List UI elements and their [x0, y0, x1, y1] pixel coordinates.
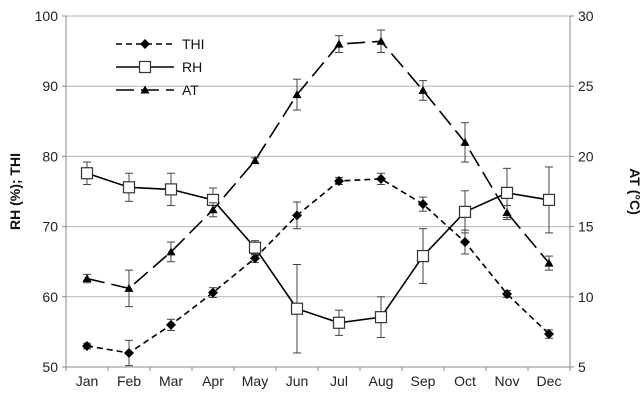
y-tick-label-left: 50	[42, 359, 58, 375]
legend: THI RH AT	[116, 36, 205, 98]
data-point-AT	[376, 36, 386, 45]
y-tick-label-left: 60	[42, 289, 58, 305]
y-tick-label-left: 90	[42, 78, 58, 94]
legend-marker	[140, 85, 150, 94]
data-point-AT	[166, 247, 176, 256]
series-layer	[80, 29, 556, 367]
data-point-THI	[460, 237, 470, 248]
data-point-RH	[500, 186, 514, 200]
y-tick-label-right: 20	[578, 148, 594, 164]
x-tick-label: Jan	[76, 373, 99, 389]
data-point-RH	[374, 311, 388, 324]
data-point-AT	[502, 208, 512, 217]
gridlines	[66, 15, 570, 298]
y-tick-label-left: 70	[42, 219, 58, 235]
data-point-THI	[82, 340, 92, 351]
x-tick-label: Apr	[202, 373, 224, 389]
data-point-THI	[208, 287, 218, 298]
data-point-THI	[334, 175, 344, 186]
x-tick-label: Nov	[495, 373, 520, 389]
data-point-THI	[292, 210, 302, 221]
legend-marker	[138, 60, 152, 74]
data-point-AT	[208, 205, 218, 214]
y-axis-label-left: RH (%); THI	[7, 153, 23, 230]
x-tick-label: Sep	[411, 373, 436, 389]
legend-marker	[140, 39, 150, 49]
data-point-THI	[418, 199, 428, 210]
data-point-THI	[502, 288, 512, 299]
y-axis-label-right: AT (°C)	[627, 168, 641, 215]
y-tick-label-right: 10	[578, 289, 594, 305]
series-THI	[82, 172, 554, 367]
y-tick-label-right: 5	[578, 359, 586, 375]
data-point-RH	[458, 205, 472, 218]
x-tick-label: Jul	[330, 373, 348, 389]
data-point-AT	[124, 283, 134, 292]
legend-label: AT	[182, 82, 199, 98]
data-point-THI	[166, 319, 176, 330]
x-tick-label: Dec	[537, 373, 562, 389]
x-tick-label: May	[242, 373, 268, 389]
y-tick-label-left: 80	[42, 148, 58, 164]
x-tick-label: Aug	[369, 373, 394, 389]
data-point-AT	[460, 137, 470, 146]
data-point-THI	[124, 347, 134, 358]
data-point-THI	[544, 329, 554, 340]
legend-label: RH	[182, 59, 202, 75]
y-tick-label-right: 15	[578, 219, 594, 235]
legend-label: THI	[182, 36, 205, 52]
x-tick-label: Mar	[159, 373, 183, 389]
legend-entry-THI: THI	[116, 36, 205, 52]
data-point-RH	[80, 167, 94, 180]
data-point-RH	[122, 181, 136, 194]
x-tick-label: Jun	[286, 373, 309, 389]
data-point-AT	[418, 85, 428, 94]
series-RH	[80, 161, 556, 354]
data-point-RH	[542, 193, 556, 207]
y-tick-label-left: 100	[35, 8, 59, 24]
data-point-RH	[248, 241, 262, 254]
series-line-AT	[86, 40, 550, 290]
data-point-RH	[332, 316, 346, 329]
data-point-AT	[250, 156, 260, 165]
data-point-AT	[82, 274, 92, 283]
series-line-THI	[86, 178, 550, 354]
y-tick-label-right: 30	[578, 8, 594, 24]
data-point-RH	[164, 183, 178, 196]
data-point-AT	[292, 90, 302, 99]
axes	[62, 15, 574, 371]
data-point-THI	[250, 253, 260, 264]
tick-labels: 50 60 70 80 90 100 5 10 15 20 25 30 Jan Feb Mar Apr May J…	[35, 8, 594, 389]
data-point-RH	[290, 302, 304, 315]
legend-entry-AT: AT	[116, 82, 199, 98]
data-point-AT	[544, 258, 554, 267]
legend-entry-RH: RH	[116, 59, 202, 75]
y-tick-label-right: 25	[578, 78, 594, 94]
series-line-RH	[86, 172, 550, 324]
data-point-RH	[416, 249, 430, 263]
data-point-AT	[334, 39, 344, 48]
series-AT	[82, 29, 554, 308]
data-point-THI	[376, 173, 386, 184]
x-tick-label: Feb	[117, 373, 141, 389]
x-tick-label: Oct	[454, 373, 476, 389]
